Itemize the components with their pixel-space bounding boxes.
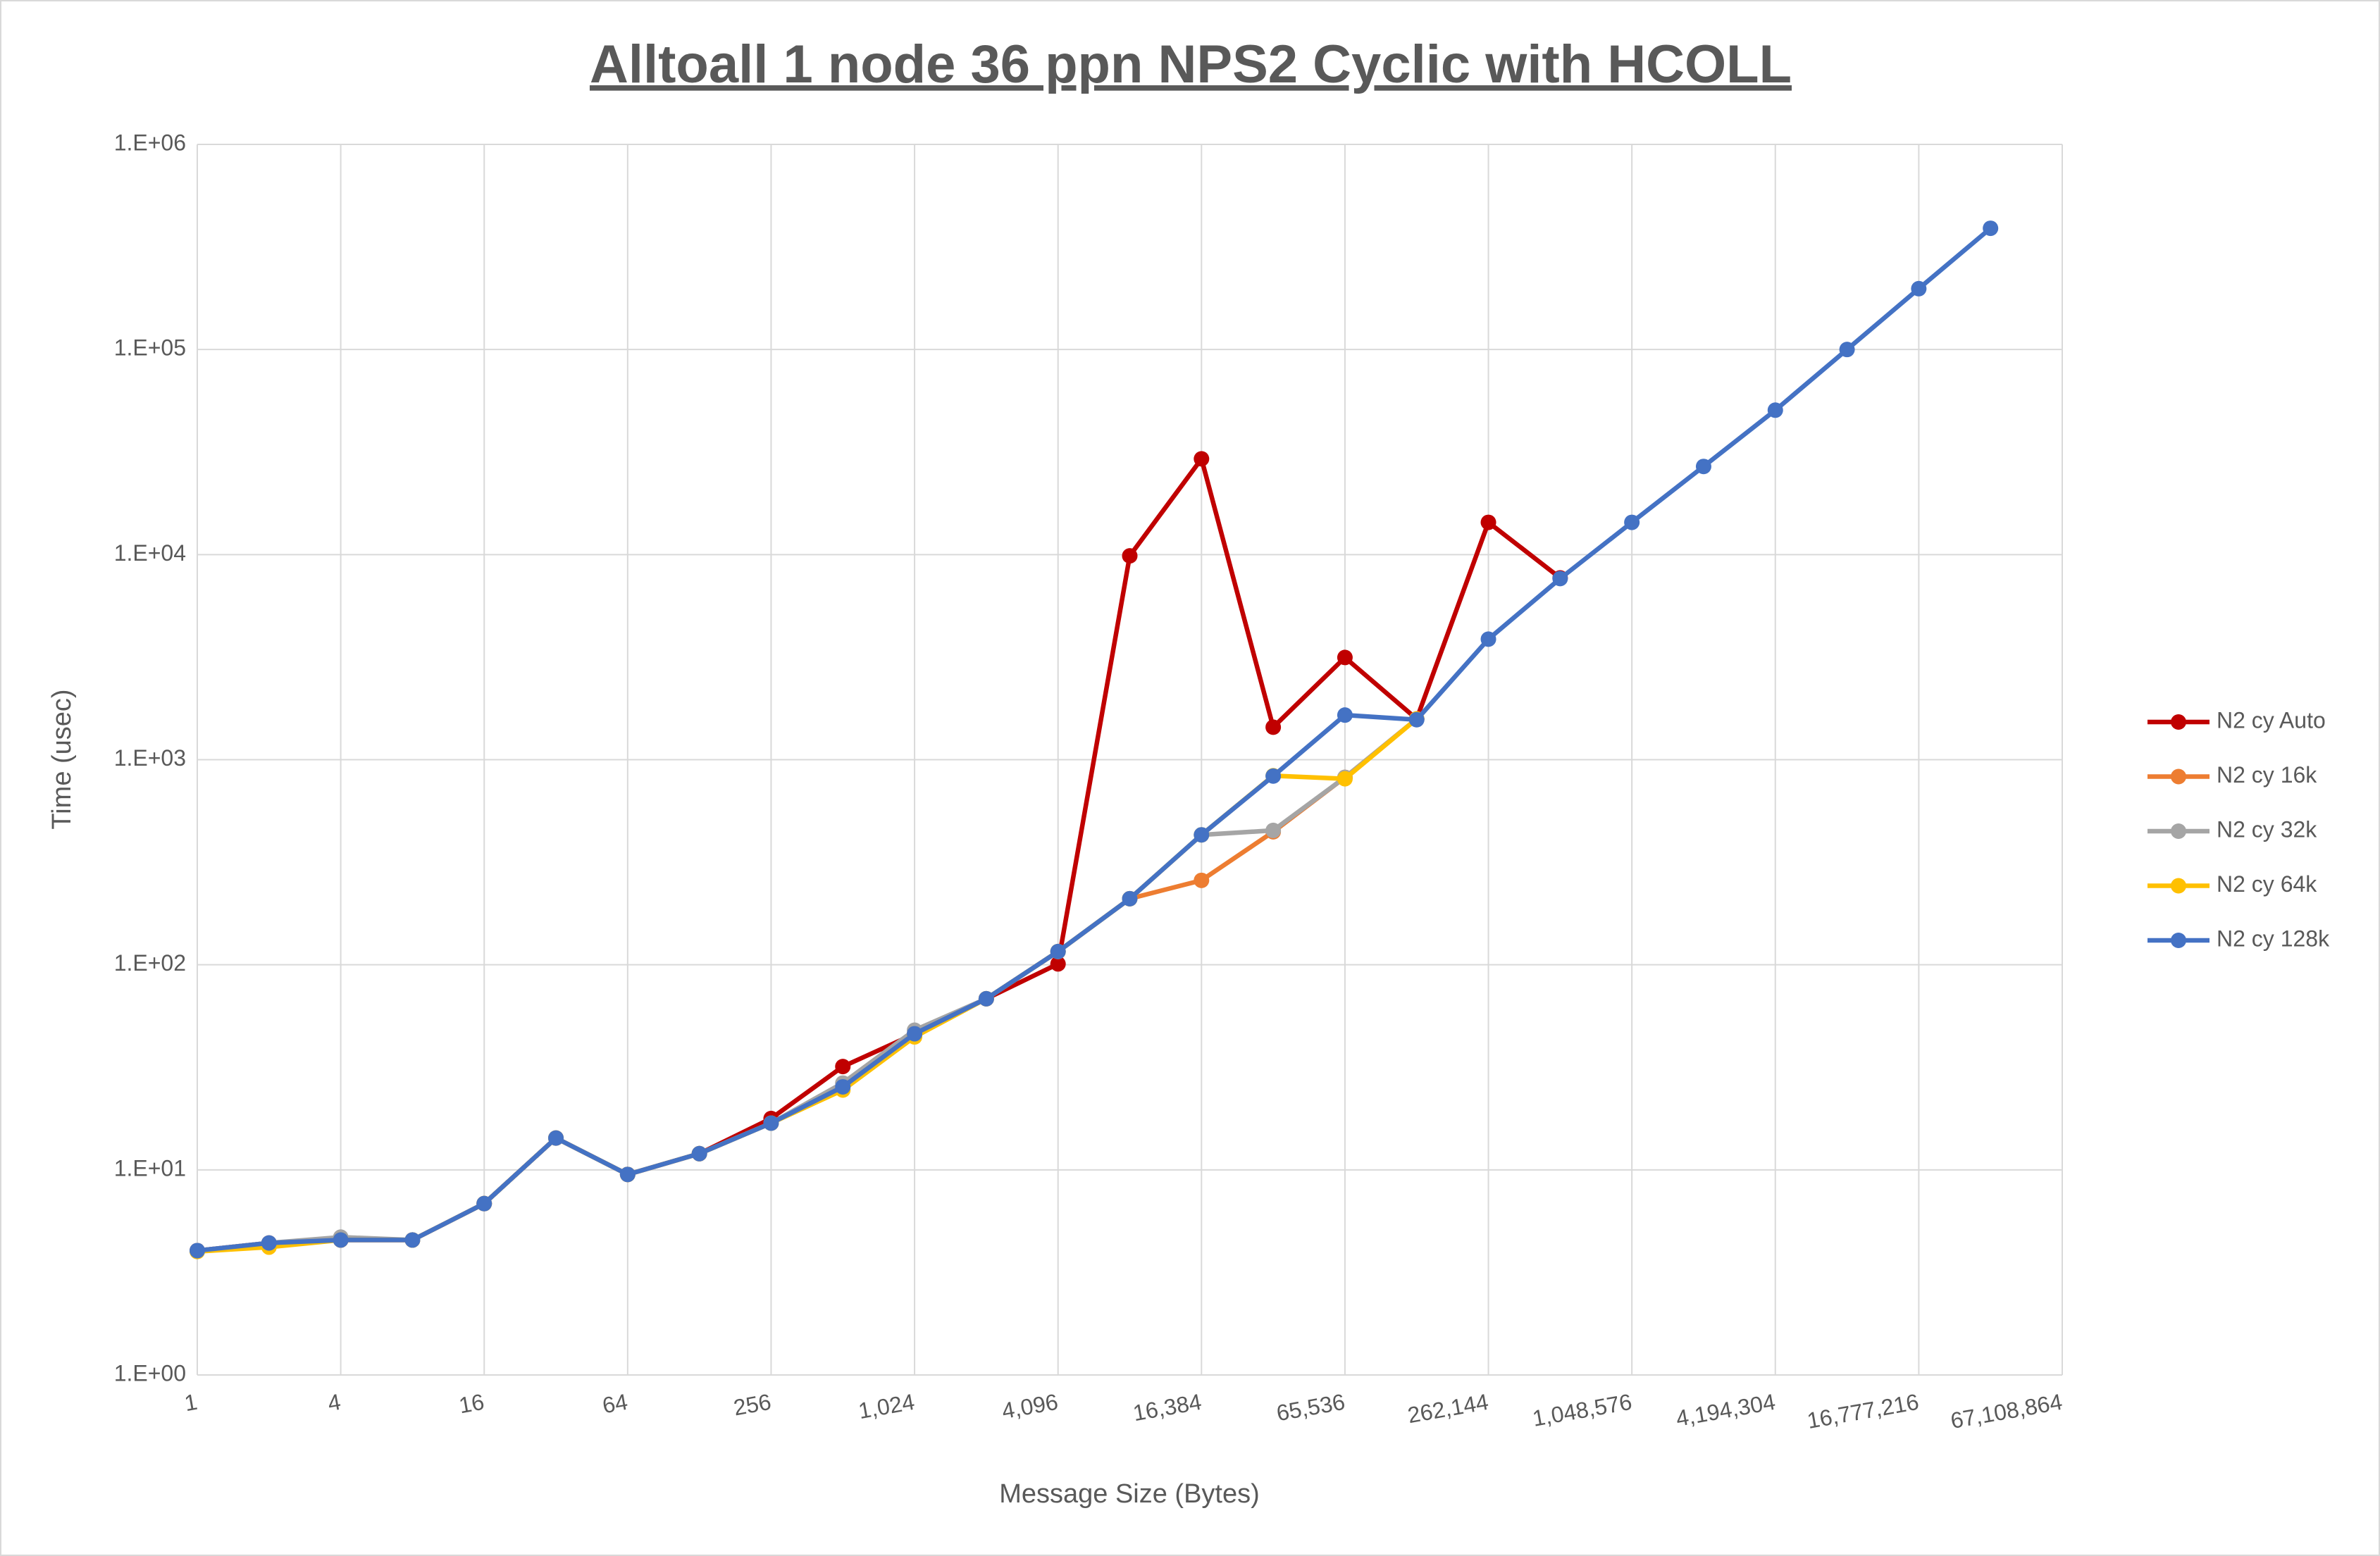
y-tick-label: 1.E+04 bbox=[114, 540, 186, 566]
data-point bbox=[1194, 827, 1210, 843]
legend-label: N2 cy 16k bbox=[2217, 762, 2317, 788]
data-point bbox=[1265, 822, 1282, 838]
legend-marker bbox=[2171, 933, 2186, 948]
x-tick-label: 4 bbox=[326, 1389, 343, 1417]
legend-label: N2 cy Auto bbox=[2217, 707, 2326, 733]
data-point bbox=[1911, 280, 1927, 297]
data-point bbox=[548, 1130, 564, 1146]
x-axis-label: Message Size (Bytes) bbox=[999, 1479, 1260, 1509]
y-tick-label: 1.E+00 bbox=[114, 1360, 186, 1386]
data-point bbox=[978, 990, 994, 1007]
legend-marker bbox=[2171, 714, 2186, 730]
data-point bbox=[1624, 514, 1640, 530]
series-line bbox=[197, 226, 1992, 1253]
data-point bbox=[763, 1115, 779, 1131]
data-point bbox=[1194, 451, 1210, 467]
data-point bbox=[691, 1145, 707, 1162]
data-point bbox=[1408, 711, 1425, 728]
data-point bbox=[835, 1059, 851, 1075]
data-point bbox=[1050, 943, 1066, 959]
legend-marker bbox=[2171, 823, 2186, 839]
y-tick-label: 1.E+06 bbox=[114, 130, 186, 155]
data-point bbox=[907, 1026, 923, 1042]
data-point bbox=[190, 1243, 205, 1259]
y-tick-label: 1.E+02 bbox=[114, 950, 186, 976]
data-point bbox=[1194, 872, 1210, 888]
data-point bbox=[1695, 459, 1711, 475]
data-point bbox=[1839, 342, 1855, 358]
legend-label: N2 cy 32k bbox=[2217, 816, 2317, 842]
data-point bbox=[1337, 649, 1353, 666]
data-point bbox=[619, 1166, 636, 1183]
data-point bbox=[261, 1235, 277, 1251]
data-point bbox=[476, 1195, 492, 1212]
data-point bbox=[1265, 719, 1282, 735]
data-point bbox=[1050, 956, 1066, 972]
data-point bbox=[1337, 771, 1353, 787]
data-point bbox=[1337, 707, 1353, 723]
data-point bbox=[1122, 548, 1138, 564]
legend-marker bbox=[2171, 878, 2186, 894]
legend-label: N2 cy 64k bbox=[2217, 871, 2317, 897]
data-point bbox=[1265, 768, 1282, 784]
data-point bbox=[1480, 631, 1496, 647]
legend-marker bbox=[2171, 768, 2186, 785]
chart-title: Alltoall 1 node 36 ppn NPS2 Cyclic with … bbox=[590, 35, 1792, 94]
legend-label: N2 cy 128k bbox=[2217, 926, 2330, 951]
data-point bbox=[1767, 402, 1783, 418]
x-tick-label: 64 bbox=[600, 1389, 629, 1419]
x-tick-label: 1 bbox=[182, 1389, 199, 1417]
data-point bbox=[835, 1078, 851, 1095]
data-point bbox=[1983, 220, 1999, 237]
y-axis-label: Time (usec) bbox=[47, 689, 77, 829]
x-tick-label: 16 bbox=[457, 1389, 486, 1419]
y-tick-label: 1.E+03 bbox=[114, 745, 186, 771]
data-point bbox=[404, 1232, 421, 1248]
data-point bbox=[1480, 514, 1496, 530]
data-point bbox=[333, 1232, 349, 1248]
y-tick-label: 1.E+05 bbox=[114, 335, 186, 361]
y-tick-label: 1.E+01 bbox=[114, 1155, 186, 1181]
data-point bbox=[1552, 571, 1568, 587]
data-point bbox=[1122, 890, 1138, 907]
